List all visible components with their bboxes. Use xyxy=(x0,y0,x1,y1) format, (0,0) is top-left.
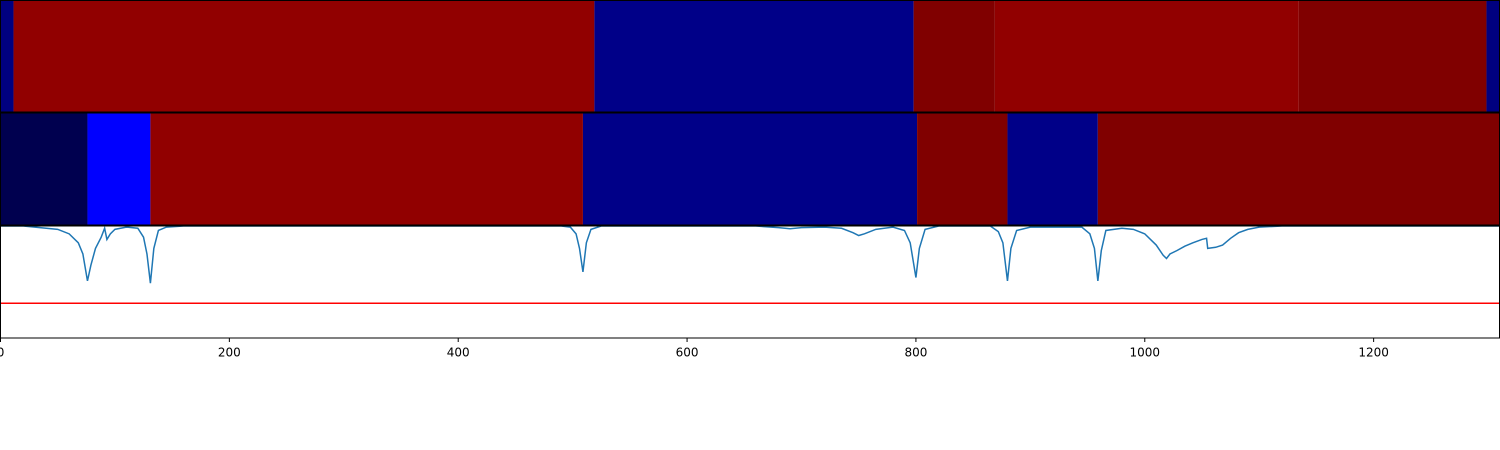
segment xyxy=(0,0,14,112)
x-tick-label: 400 xyxy=(447,346,470,360)
segment xyxy=(917,113,1008,225)
segment xyxy=(1486,0,1500,112)
segment xyxy=(994,0,1299,112)
panel-frame xyxy=(0,225,1500,339)
x-tick-label: 1200 xyxy=(1358,346,1389,360)
x-tick-label: 200 xyxy=(218,346,241,360)
line xyxy=(0,226,1500,284)
x-tick-label: 800 xyxy=(904,346,927,360)
segment xyxy=(1007,113,1098,225)
segment xyxy=(0,113,88,225)
segment xyxy=(13,0,595,112)
segment xyxy=(1298,0,1487,112)
x-tick-label: 600 xyxy=(676,346,699,360)
x-tick-label: 1000 xyxy=(1130,346,1161,360)
segment xyxy=(87,113,151,225)
segment xyxy=(582,113,918,225)
segment xyxy=(594,0,914,112)
segment xyxy=(150,113,583,225)
segment xyxy=(1097,113,1500,225)
x-tick-label: 0 xyxy=(0,346,4,360)
segment xyxy=(913,0,995,112)
